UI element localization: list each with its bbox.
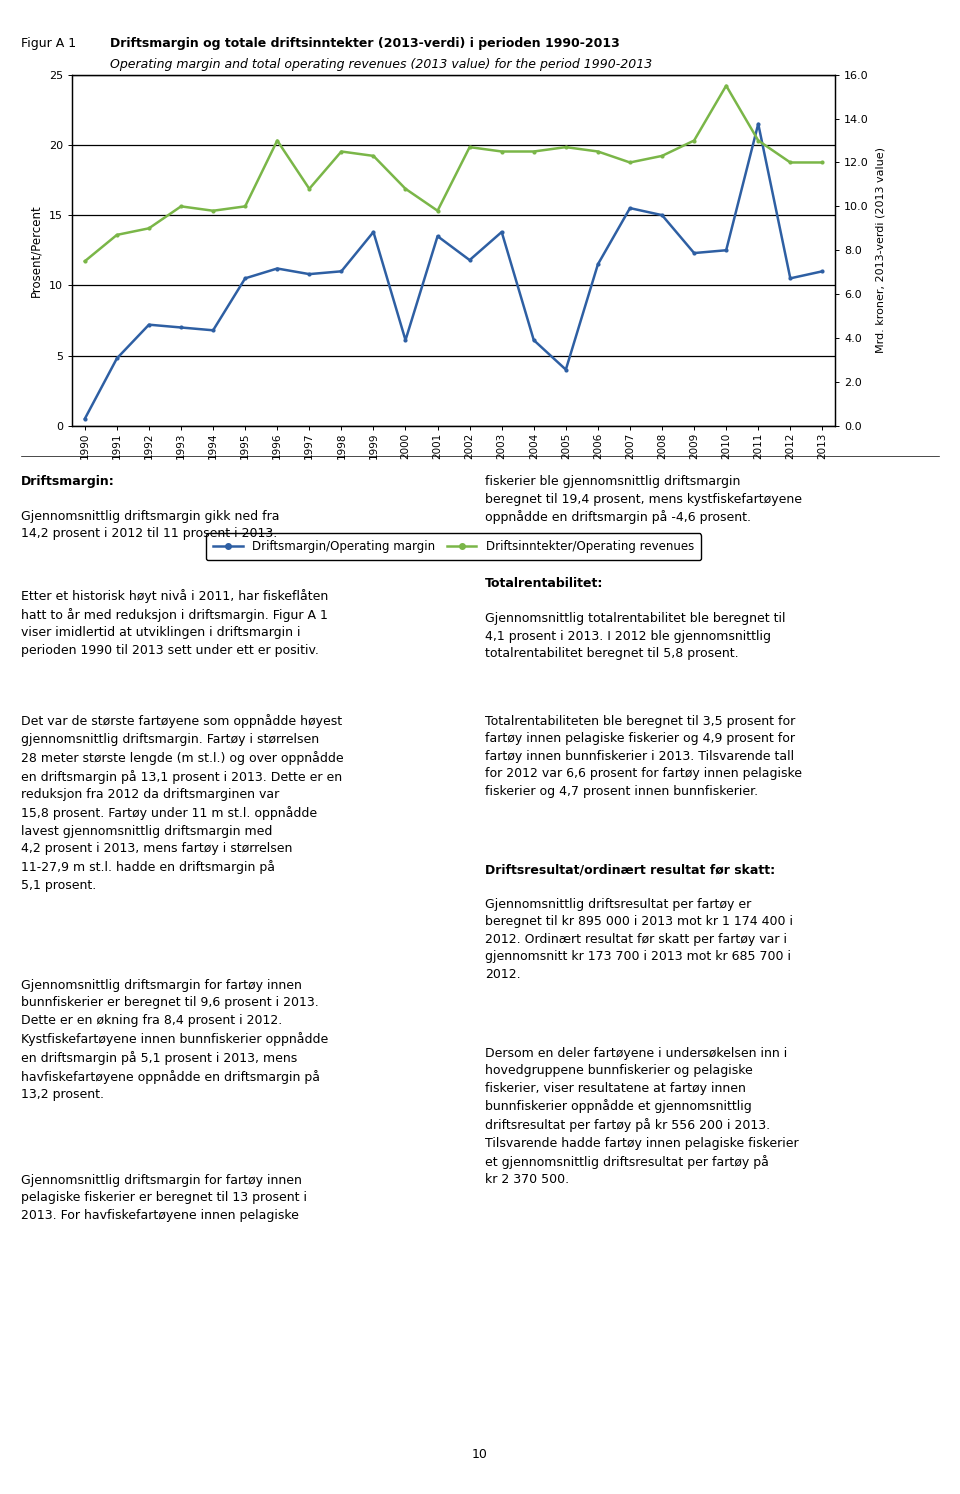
Y-axis label: Prosent/Percent: Prosent/Percent — [29, 203, 42, 297]
Text: Totalrentabiliteten ble beregnet til 3,5 prosent for
fartøy innen pelagiske fisk: Totalrentabiliteten ble beregnet til 3,5… — [485, 714, 802, 798]
Text: Etter et historisk høyt nivå i 2011, har fiskeflåten
hatt to år med reduksjon i : Etter et historisk høyt nivå i 2011, har… — [21, 589, 328, 657]
Y-axis label: Mrd. kroner, 2013-verdi (2013 value): Mrd. kroner, 2013-verdi (2013 value) — [876, 148, 886, 353]
Text: Gjennomsnittlig driftsmargin gikk ned fra
14,2 prosent i 2012 til 11 prosent i 2: Gjennomsnittlig driftsmargin gikk ned fr… — [21, 509, 279, 541]
Text: fiskerier ble gjennomsnittlig driftsmargin
beregnet til 19,4 prosent, mens kystf: fiskerier ble gjennomsnittlig driftsmarg… — [485, 475, 802, 524]
Text: Gjennomsnittlig driftsmargin for fartøy innen
pelagiske fiskerier er beregnet ti: Gjennomsnittlig driftsmargin for fartøy … — [21, 1174, 307, 1222]
Legend: Driftsmargin/Operating margin, Driftsinntekter/Operating revenues: Driftsmargin/Operating margin, Driftsinn… — [206, 533, 701, 560]
Text: Dersom en deler fartøyene i undersøkelsen inn i
hovedgruppene bunnfiskerier og p: Dersom en deler fartøyene i undersøkelse… — [485, 1046, 799, 1186]
Text: Driftsmargin og totale driftsinntekter (2013-verdi) i perioden 1990-2013: Driftsmargin og totale driftsinntekter (… — [110, 36, 620, 49]
Text: Driftsresultat/ordinært resultat før skatt:: Driftsresultat/ordinært resultat før ska… — [485, 864, 775, 875]
Text: Det var de største fartøyene som oppnådde høyest
gjennomsnittlig driftsmargin. F: Det var de største fartøyene som oppnådd… — [21, 714, 344, 892]
Text: Gjennomsnittlig driftsmargin for fartøy innen
bunnfiskerier er beregnet til 9,6 : Gjennomsnittlig driftsmargin for fartøy … — [21, 979, 328, 1101]
Text: Figur A 1: Figur A 1 — [21, 36, 76, 49]
Text: Driftsmargin:: Driftsmargin: — [21, 475, 115, 489]
Text: Operating margin and total operating revenues (2013 value) for the period 1990-2: Operating margin and total operating rev… — [110, 58, 653, 70]
Text: 10: 10 — [472, 1448, 488, 1461]
Text: Totalrentabilitet:: Totalrentabilitet: — [485, 577, 603, 590]
Text: Gjennomsnittlig driftsresultat per fartøy er
beregnet til kr 895 000 i 2013 mot : Gjennomsnittlig driftsresultat per fartø… — [485, 898, 793, 982]
Text: Gjennomsnittlig totalrentabilitet ble beregnet til
4,1 prosent i 2013. I 2012 bl: Gjennomsnittlig totalrentabilitet ble be… — [485, 613, 785, 660]
